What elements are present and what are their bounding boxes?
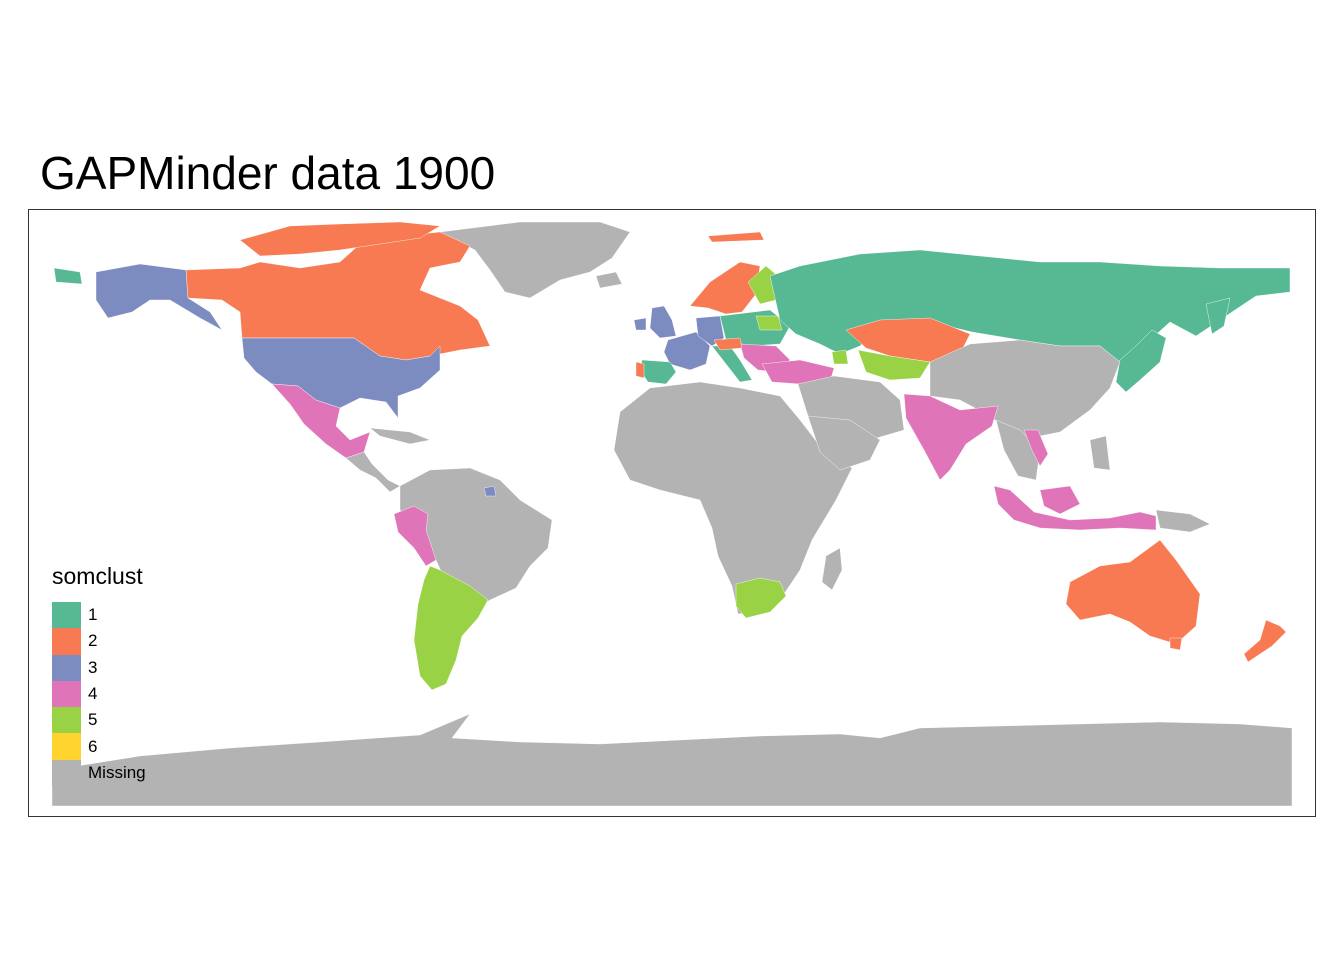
legend-item-3: 3 xyxy=(52,654,146,681)
region-peru xyxy=(393,505,437,567)
region-india xyxy=(903,393,999,481)
legend-label-1: 1 xyxy=(88,605,98,625)
legend-label-5: 5 xyxy=(88,710,98,730)
legend-swatch-5 xyxy=(52,707,81,734)
map-title: GAPMinder data 1900 xyxy=(40,147,496,199)
region-iceland xyxy=(595,271,623,289)
region-africa xyxy=(613,381,853,615)
legend-label-3: 3 xyxy=(88,657,98,677)
legend-item-6: 6 xyxy=(52,733,146,760)
region-guiana xyxy=(483,485,497,497)
legend-swatch-1 xyxy=(52,602,81,629)
region-caribbean xyxy=(369,427,431,445)
legend-item-5: 5 xyxy=(52,707,146,734)
legend-label-4: 4 xyxy=(88,684,98,704)
legend-title: somclust xyxy=(52,563,143,589)
region-scandinavia xyxy=(689,261,761,315)
region-new-guinea xyxy=(1155,509,1211,533)
region-southeast-asia xyxy=(995,419,1041,481)
region-russia xyxy=(769,249,1291,363)
region-chukotka-west xyxy=(53,267,83,285)
region-greenland xyxy=(439,221,631,299)
region-baltic xyxy=(755,315,783,331)
legend-item-1: 1 xyxy=(52,602,146,629)
region-vietnam xyxy=(1023,429,1049,467)
region-uk xyxy=(649,305,677,339)
region-austria xyxy=(713,337,743,351)
legend-swatch-missing xyxy=(52,759,81,787)
region-australia xyxy=(1065,539,1201,645)
legend: somclust 1 2 3 4 5 6 Missing xyxy=(52,563,146,787)
region-mexico xyxy=(271,383,371,459)
region-south-africa xyxy=(735,577,787,619)
region-caucasus xyxy=(831,349,849,365)
legend-item-2: 2 xyxy=(52,628,146,655)
region-philippines xyxy=(1089,435,1111,471)
region-arabia xyxy=(807,415,881,471)
legend-swatch-2 xyxy=(52,628,81,655)
region-indonesia xyxy=(993,485,1157,531)
region-new-zealand xyxy=(1243,619,1287,663)
region-ireland xyxy=(633,317,647,331)
region-svalbard xyxy=(707,231,765,243)
legend-swatch-3 xyxy=(52,654,81,681)
legend-label-6: 6 xyxy=(88,736,98,756)
legend-label-2: 2 xyxy=(88,631,98,651)
region-spain xyxy=(639,359,677,385)
region-tasmania xyxy=(1169,637,1183,651)
region-antarctica xyxy=(51,713,1293,807)
region-kamchatka xyxy=(1205,297,1231,335)
region-borneo xyxy=(1039,485,1081,515)
legend-swatch-4 xyxy=(52,680,81,708)
legend-item-4: 4 xyxy=(52,680,146,708)
region-china xyxy=(929,339,1121,441)
legend-item-missing: Missing xyxy=(52,759,146,787)
region-central-america xyxy=(345,451,401,493)
legend-label-missing: Missing xyxy=(88,762,146,782)
region-madagascar xyxy=(821,547,843,591)
region-portugal xyxy=(635,361,645,379)
region-korea-japan xyxy=(1115,329,1167,393)
map-frame xyxy=(28,209,1316,817)
region-argentina-chile xyxy=(413,565,489,691)
legend-swatch-6 xyxy=(52,733,81,760)
region-central-asia xyxy=(857,349,931,381)
region-canada-north xyxy=(239,221,441,257)
